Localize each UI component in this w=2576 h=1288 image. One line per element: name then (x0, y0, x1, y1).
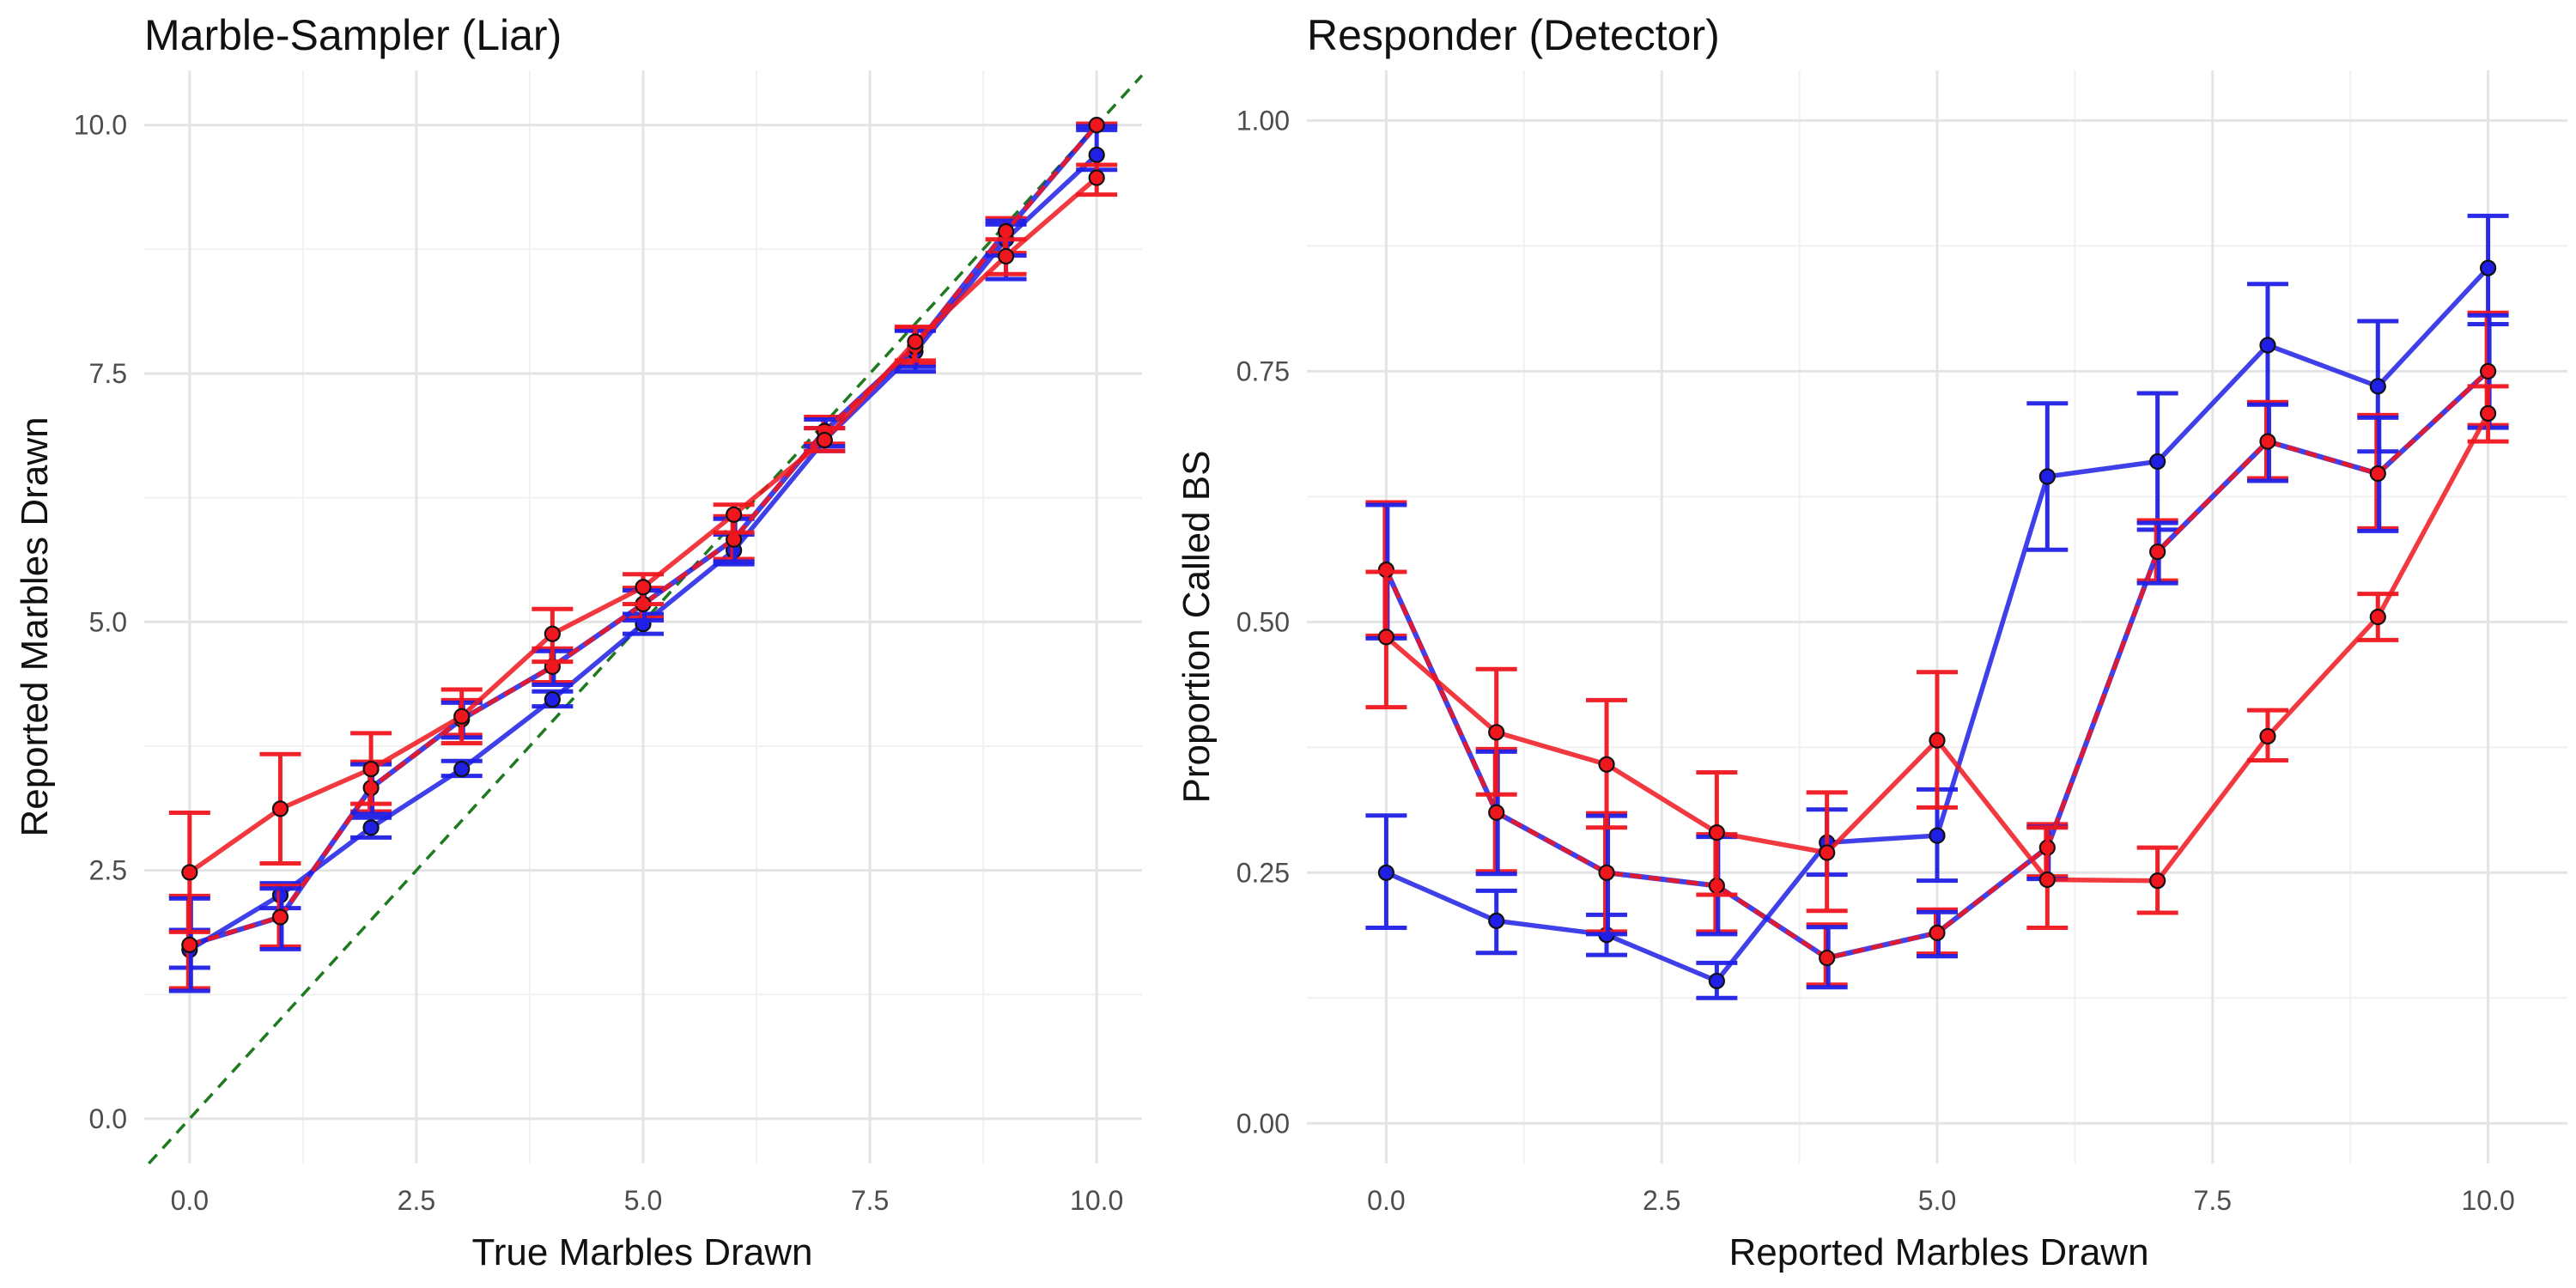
detector-y-tick-label: 0.75 (1236, 355, 1290, 386)
detector-data-point (1929, 732, 1946, 749)
detector-series-0 (1365, 213, 2509, 1000)
liar-series-line-overlay (189, 124, 1099, 947)
detector-x-tick-label: 10.0 (2461, 1185, 2514, 1216)
detector-data-point (1488, 804, 1505, 821)
detector-data-point (1377, 629, 1394, 646)
liar-series-2 (168, 162, 1118, 934)
detector-data-point (1929, 924, 1946, 941)
detector-data-point (2480, 259, 2497, 276)
detector-data-point (1488, 912, 1505, 929)
liar-panel-ylabel: Reported Marbles Drawn (14, 416, 56, 836)
detector-panel-title: Responder (Detector) (1307, 11, 1720, 59)
detector-panel: Responder (Detector) Reported Marbles Dr… (1176, 11, 2567, 1273)
liar-y-tick-label: 5.0 (89, 606, 127, 637)
detector-data-point (2480, 362, 2497, 380)
liar-data-point (907, 333, 924, 350)
detector-data-point (2149, 543, 2166, 561)
liar-data-point (453, 760, 471, 778)
detector-data-point (1488, 724, 1505, 741)
detector-data-point (1819, 844, 1836, 861)
liar-x-tick-label: 0.0 (171, 1185, 209, 1216)
liar-panel-xlabel: True Marbles Drawn (472, 1231, 813, 1273)
liar-data-point (1088, 169, 1105, 186)
detector-data-point (2369, 465, 2386, 483)
liar-y-tick-label: 2.5 (89, 855, 127, 886)
detector-y-tick-label: 0.25 (1236, 857, 1290, 888)
detector-x-tick-label: 0.0 (1367, 1185, 1405, 1216)
detector-data-point (1598, 864, 1615, 881)
detector-y-tick-label: 0.50 (1236, 606, 1290, 637)
liar-data-point (1088, 146, 1105, 163)
liar-data-point (997, 247, 1015, 265)
liar-x-tick-label: 7.5 (851, 1185, 889, 1216)
detector-data-point (2369, 378, 2386, 395)
liar-y-tick-label: 0.0 (89, 1103, 127, 1134)
liar-data-point (544, 625, 561, 642)
detector-x-tick-label: 7.5 (2194, 1185, 2232, 1216)
liar-y-tick-label: 10.0 (74, 110, 127, 141)
detector-data-point (2149, 453, 2166, 471)
liar-data-point (453, 708, 471, 725)
liar-data-point (1088, 117, 1105, 134)
liar-data-point (181, 936, 198, 954)
liar-data-point (271, 800, 289, 817)
detector-data-point (2259, 433, 2276, 450)
detector-data-point (1708, 823, 1725, 841)
detector-data-point (2480, 404, 2497, 422)
liar-panel: Marble-Sampler (Liar) True Marbles Drawn… (14, 11, 1144, 1273)
liar-x-tick-label: 5.0 (624, 1185, 662, 1216)
liar-data-point (271, 908, 289, 926)
liar-grid (144, 70, 1142, 1163)
liar-data-point (362, 760, 380, 778)
detector-data-point (1598, 756, 1615, 773)
liar-data-point (726, 506, 743, 523)
detector-series-2 (1365, 384, 2509, 931)
liar-y-tick-label: 7.5 (89, 358, 127, 389)
detector-y-tick-label: 0.00 (1236, 1108, 1290, 1139)
detector-data-point (2259, 727, 2276, 745)
liar-data-point (544, 690, 561, 708)
detector-data-point (2259, 337, 2276, 354)
liar-panel-title: Marble-Sampler (Liar) (144, 11, 562, 59)
detector-data-point (2149, 872, 2166, 890)
liar-data-point (362, 819, 380, 836)
detector-data-point (2038, 871, 2056, 889)
detector-y-tick-label: 1.00 (1236, 105, 1290, 136)
detector-data-point (1819, 949, 1836, 967)
liar-reference-diagonal (147, 74, 1144, 1165)
liar-data-point (635, 579, 652, 596)
liar-data-point (181, 864, 198, 881)
liar-data-point (997, 222, 1015, 240)
detector-data-point (2369, 608, 2386, 626)
detector-data-point (1377, 864, 1394, 881)
liar-x-tick-label: 2.5 (398, 1185, 435, 1216)
detector-x-tick-label: 5.0 (1918, 1185, 1956, 1216)
liar-data-point (816, 431, 833, 449)
detector-panel-xlabel: Reported Marbles Drawn (1728, 1231, 2148, 1273)
liar-x-tick-label: 10.0 (1070, 1185, 1123, 1216)
detector-x-tick-label: 2.5 (1643, 1185, 1680, 1216)
detector-data-point (1929, 827, 1946, 844)
detector-data-point (1708, 972, 1725, 990)
detector-panel-ylabel: Proportion Called BS (1176, 451, 1218, 804)
detector-data-point (2038, 468, 2056, 485)
